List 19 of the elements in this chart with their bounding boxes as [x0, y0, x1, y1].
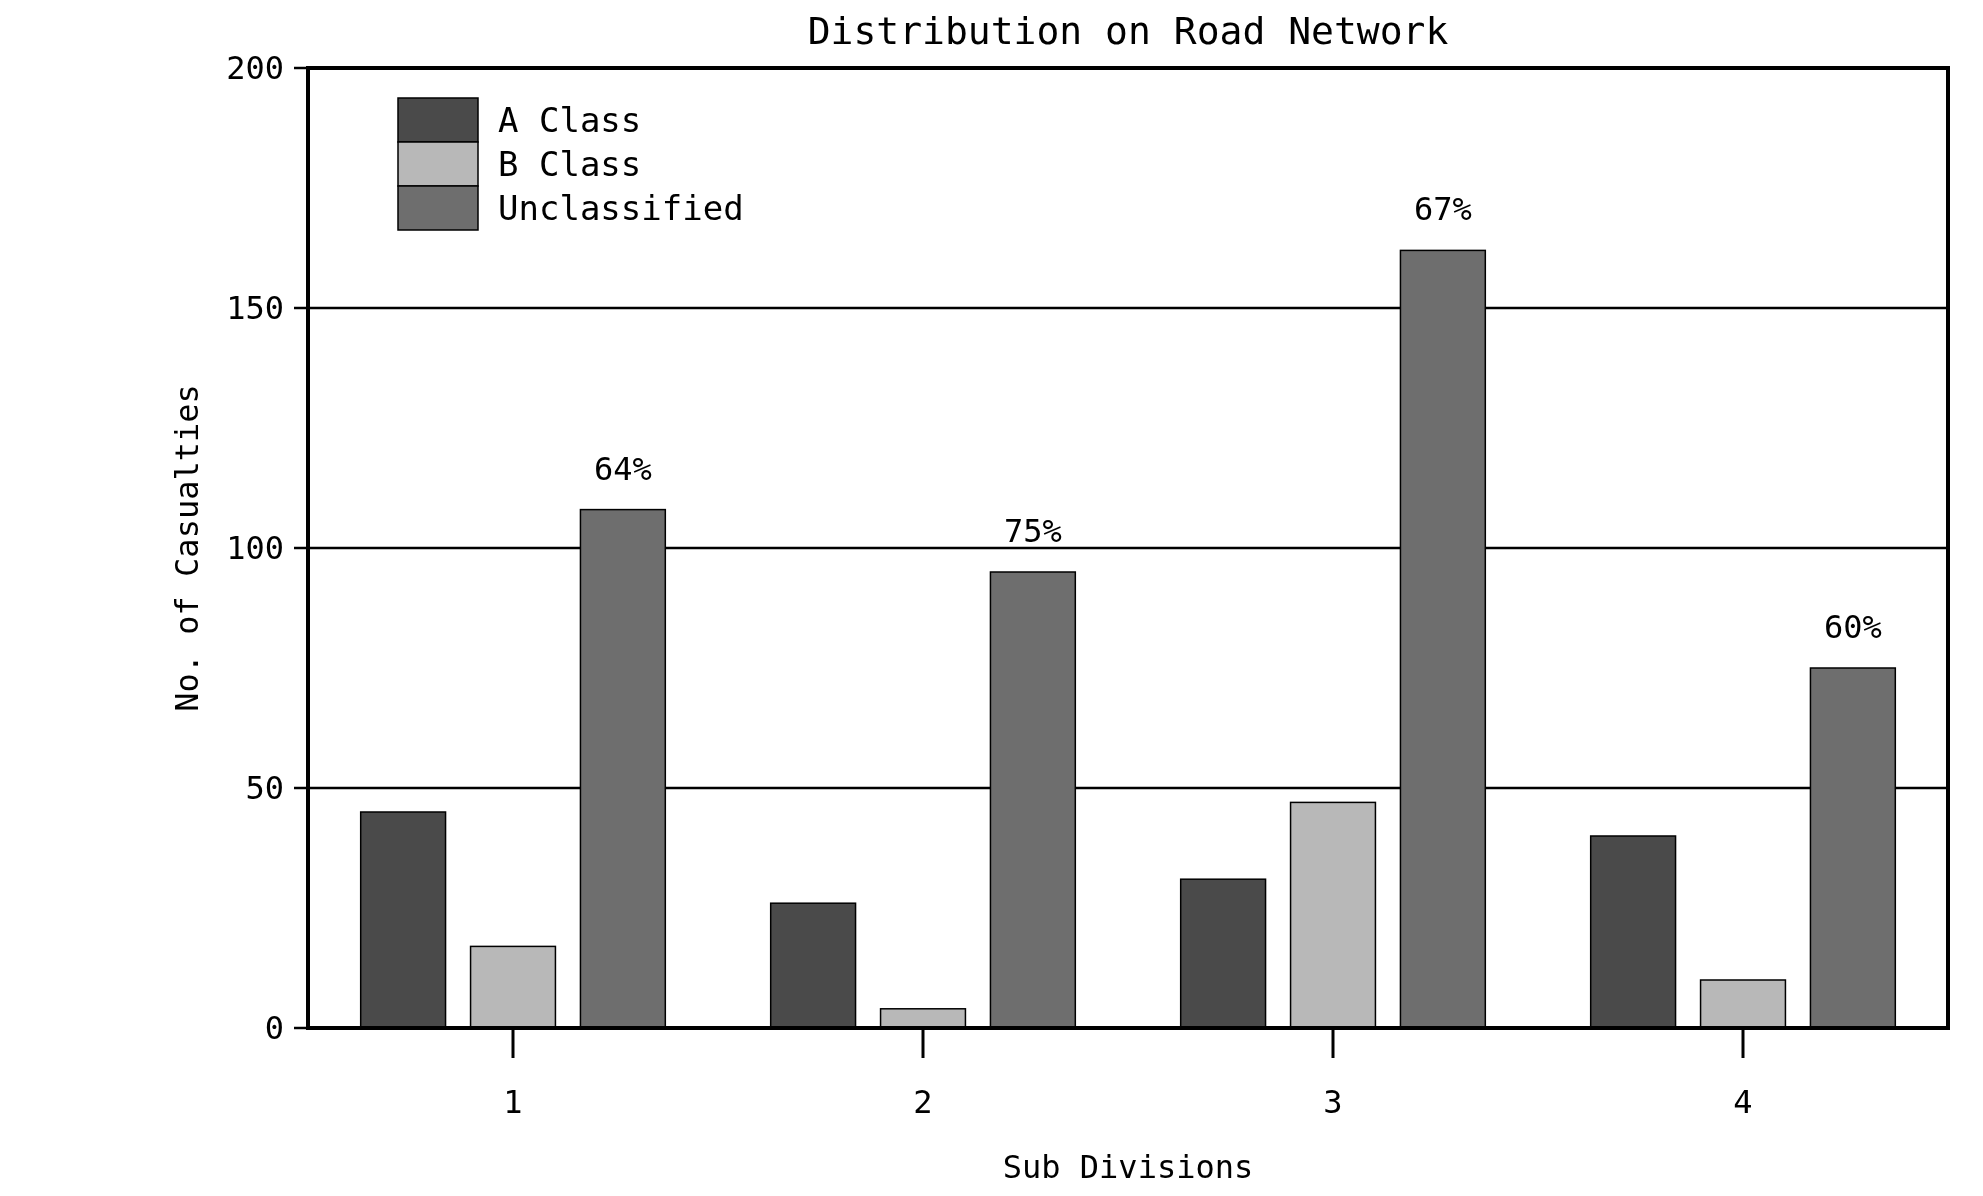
legend-label: Unclassified	[498, 187, 744, 228]
y-tick-label: 0	[264, 1009, 284, 1048]
x-tick-label: 2	[913, 1083, 933, 1121]
legend-label: B Class	[498, 143, 642, 184]
y-tick-label: 100	[226, 529, 284, 568]
y-tick-label: 50	[245, 769, 284, 808]
legend-label: A Class	[498, 99, 642, 140]
y-tick-label: 200	[226, 49, 284, 88]
y-tick-label: 150	[226, 289, 284, 328]
x-tick-label: 1	[503, 1083, 523, 1121]
x-tick-label: 4	[1733, 1083, 1753, 1121]
annotation: 75%	[1003, 512, 1062, 550]
annotation: 67%	[1413, 190, 1472, 229]
annotation: 60%	[1823, 608, 1882, 646]
x-tick-label: 3	[1323, 1083, 1343, 1121]
y-axis-title: No. of Casualties	[168, 384, 206, 712]
x-axis-title: Sub Divisions	[1002, 1148, 1254, 1186]
chart-title: Distribution on Road Network	[807, 9, 1449, 53]
annotation: 64%	[593, 449, 652, 488]
